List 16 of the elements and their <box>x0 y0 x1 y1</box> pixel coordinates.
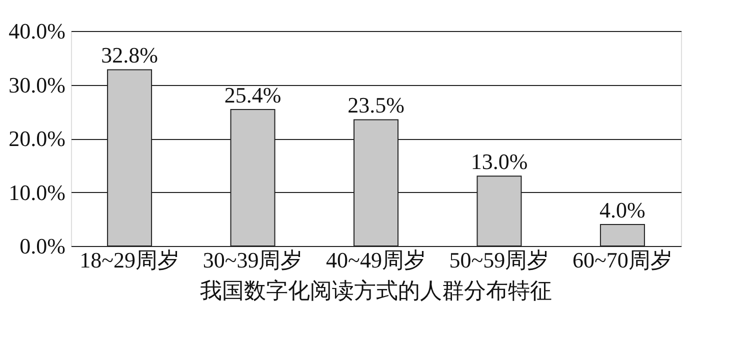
y-tick-label: 0.0% <box>20 234 66 258</box>
x-tick-label: 50~59周岁 <box>449 248 550 272</box>
x-tick-label: 60~70周岁 <box>572 248 672 272</box>
text: 我国数字化阅读方式的人群分布特征 <box>200 278 552 303</box>
data-label: 25.4% <box>224 82 282 108</box>
x-tick-label: 18~29周岁 <box>80 248 180 272</box>
y-tick-label: 20.0% <box>8 126 66 151</box>
x-tick-label: 30~39周岁 <box>202 248 303 272</box>
data-label: 23.5% <box>348 92 404 118</box>
y-tick-label: 40.0% <box>8 18 66 44</box>
data-label: 4.0% <box>600 198 646 222</box>
data-label: 13.0% <box>470 149 528 174</box>
y-tick-label: 30.0% <box>8 72 66 98</box>
y-tick-label: 10.0% <box>8 180 66 205</box>
x-tick-label: 40~49周岁 <box>326 248 426 272</box>
data-label: 32.8% <box>101 42 158 68</box>
